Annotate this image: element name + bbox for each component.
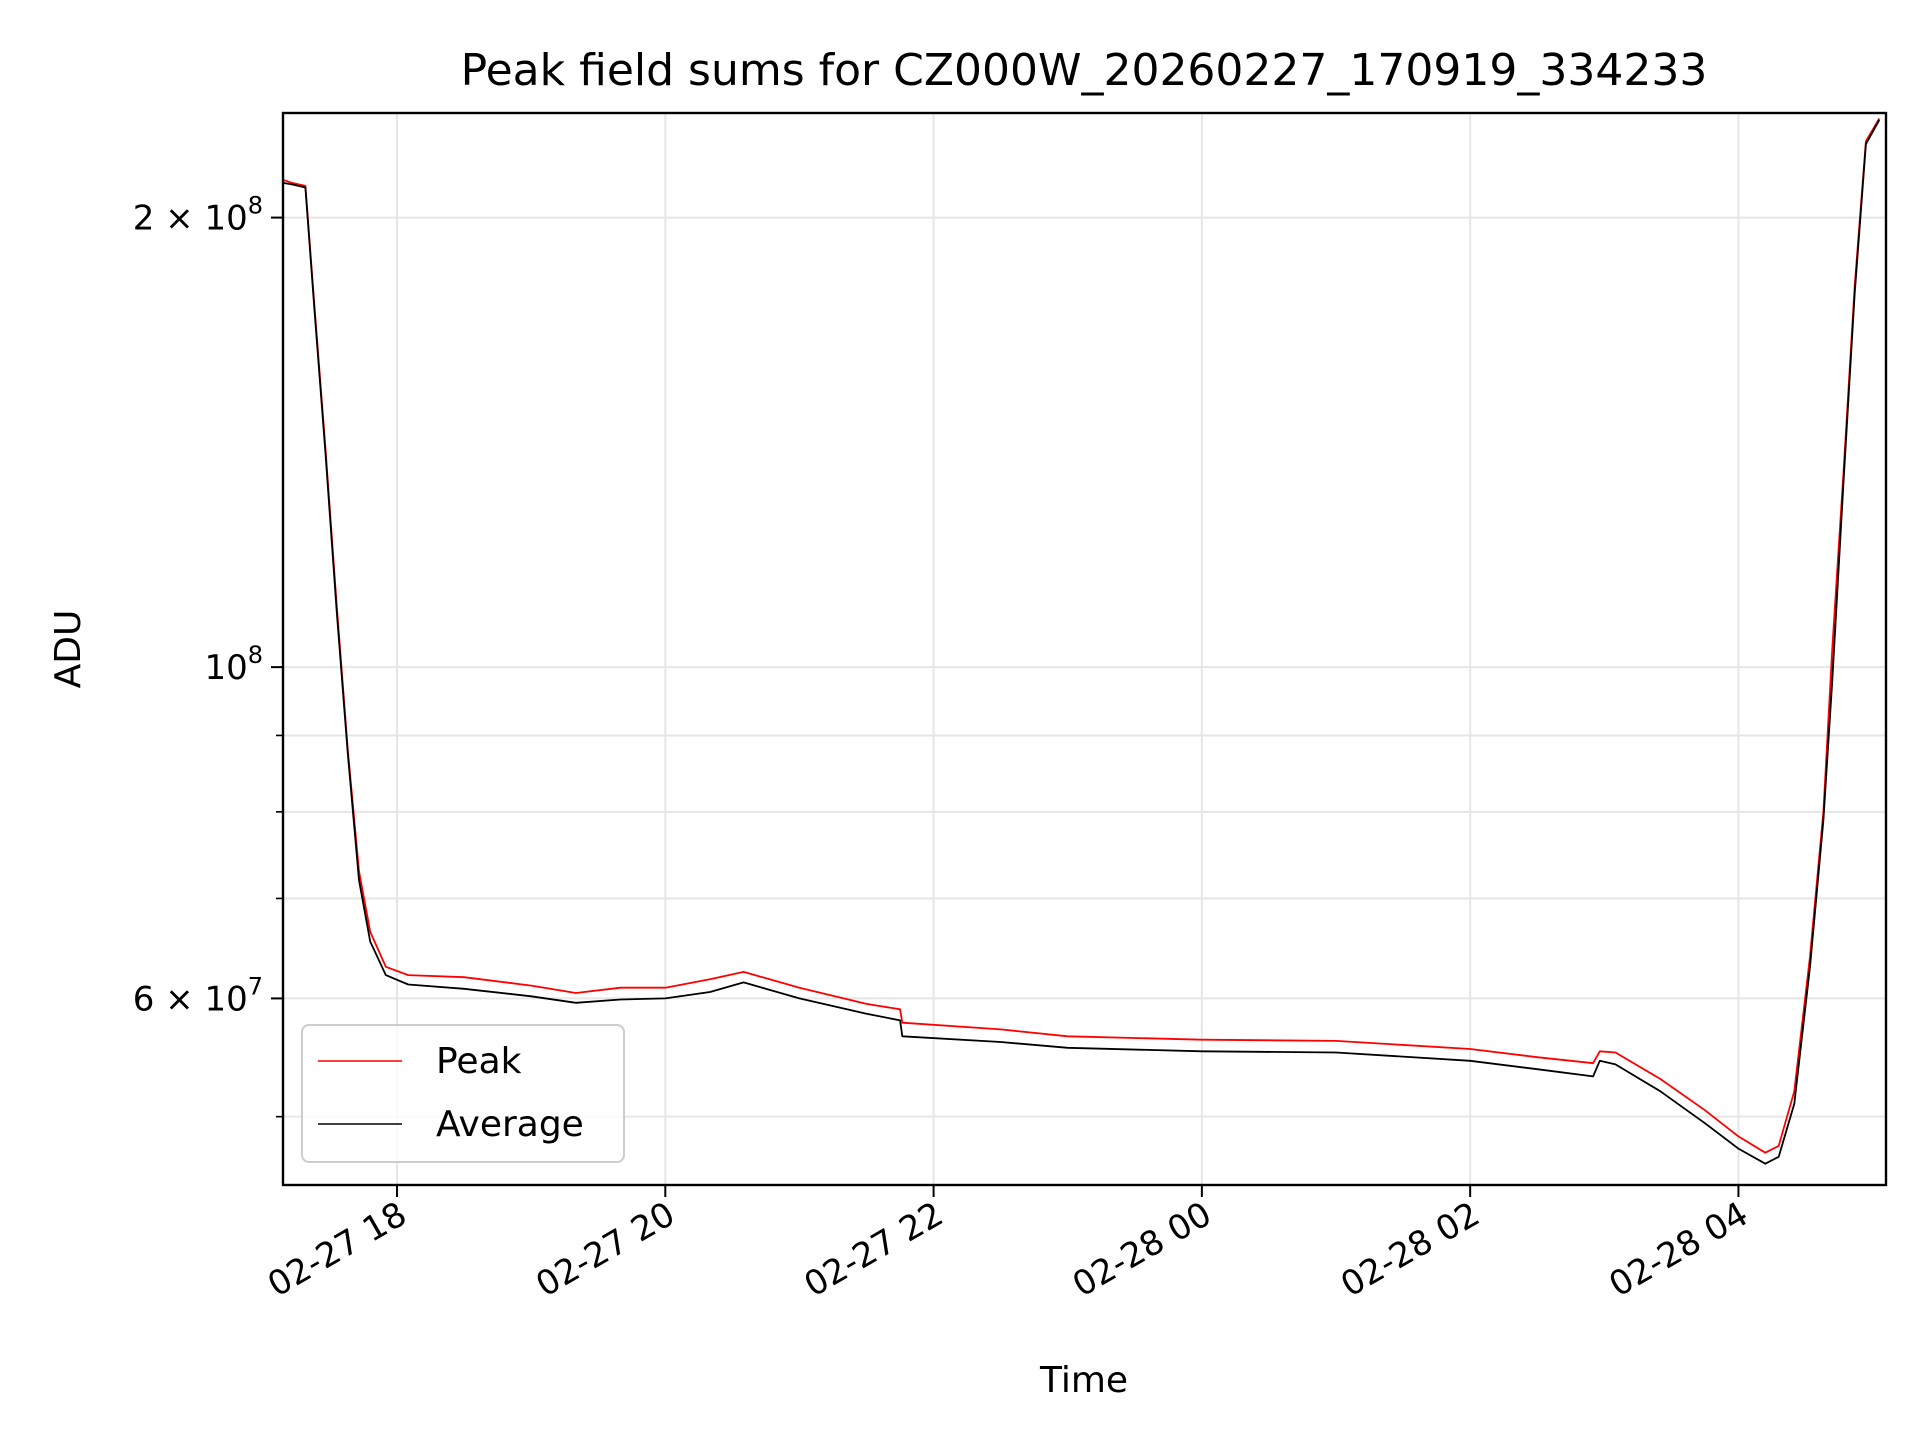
y-tick-label: 2 × 108 — [133, 192, 263, 239]
series-line-peak — [282, 118, 1881, 1154]
series-layer — [282, 118, 1881, 1165]
y-tick-label: 6 × 107 — [133, 972, 263, 1019]
x-axis-label: Time — [1039, 1360, 1128, 1401]
series-line-average — [282, 119, 1881, 1165]
legend-label-peak: Peak — [436, 1041, 522, 1082]
legend-label-average: Average — [436, 1104, 584, 1145]
y-axis-label: ADU — [48, 610, 89, 689]
plot-frame — [281, 111, 1888, 1187]
y-axis: 6 × 107 108 2 × 108 — [133, 192, 283, 1118]
legend-box — [301, 1024, 625, 1163]
chart-title: Peak field sums for CZ000W_20260227_1709… — [461, 45, 1708, 96]
y-tick-label: 108 — [204, 641, 263, 688]
legend: Peak Average — [301, 1024, 625, 1163]
